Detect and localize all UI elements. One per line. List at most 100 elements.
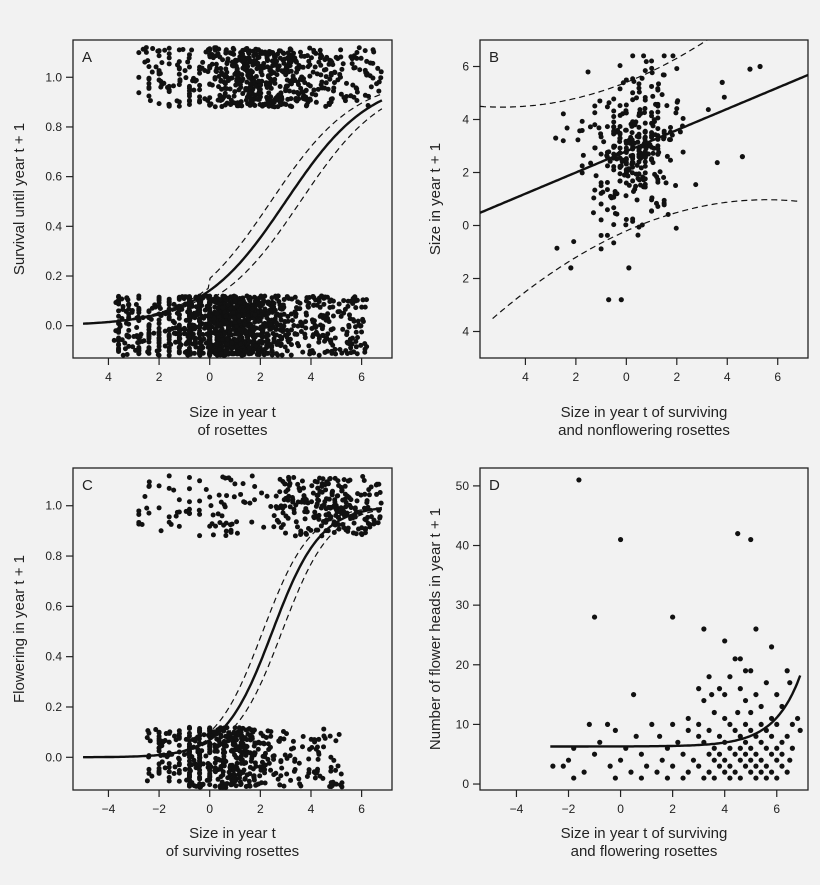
data-point <box>763 763 769 769</box>
data-point <box>197 323 203 329</box>
data-point <box>376 79 382 85</box>
data-point <box>293 59 299 65</box>
data-point <box>748 668 754 674</box>
plot-frame <box>479 467 809 791</box>
data-point <box>207 748 213 754</box>
data-point <box>674 106 680 112</box>
data-point <box>598 217 604 223</box>
data-point <box>784 733 790 739</box>
data-point <box>604 207 610 213</box>
data-point <box>655 115 661 121</box>
fitted-curve <box>550 675 802 748</box>
data-point <box>186 309 192 315</box>
plot-frame <box>479 39 809 359</box>
data-point <box>203 753 209 759</box>
data-point <box>232 298 238 304</box>
data-point <box>229 521 235 527</box>
data-point <box>240 741 246 747</box>
data-point <box>362 48 368 54</box>
data-point <box>136 90 142 96</box>
data-point <box>316 497 322 503</box>
data-point <box>287 481 293 487</box>
data-point <box>210 330 216 336</box>
data-point <box>218 321 224 327</box>
data-point <box>310 490 316 496</box>
data-point <box>176 762 182 768</box>
data-point <box>133 301 139 307</box>
data-point <box>247 500 253 506</box>
data-point <box>344 493 350 499</box>
data-point <box>722 638 728 644</box>
data-point <box>298 531 304 537</box>
data-point <box>192 340 198 346</box>
data-point <box>266 747 272 753</box>
x-tick-label: −4 <box>510 802 524 816</box>
fitted-curve <box>83 99 383 325</box>
data-point <box>307 45 313 51</box>
data-point <box>350 301 356 307</box>
data-point <box>275 338 281 344</box>
data-point <box>593 173 599 179</box>
data-point <box>670 721 676 728</box>
data-point <box>327 305 333 311</box>
data-point <box>223 349 229 355</box>
data-point <box>768 751 775 757</box>
data-point <box>249 306 255 312</box>
data-point <box>186 741 192 747</box>
data-point <box>176 350 182 356</box>
data-point <box>349 335 355 341</box>
data-point <box>228 527 234 533</box>
data-point <box>247 90 253 96</box>
data-point <box>116 347 122 353</box>
data-point <box>262 102 268 108</box>
data-point <box>269 352 275 358</box>
data-point <box>598 201 604 207</box>
data-point <box>337 309 343 315</box>
data-point <box>797 727 803 733</box>
data-point <box>290 499 296 505</box>
data-point <box>287 103 293 109</box>
data-point <box>680 115 686 121</box>
data-point <box>136 74 142 80</box>
data-point <box>229 344 235 350</box>
data-point <box>251 777 257 783</box>
data-point <box>592 103 598 109</box>
data-point <box>329 59 335 65</box>
data-point <box>304 102 310 108</box>
data-point <box>349 61 355 67</box>
data-point <box>763 775 769 781</box>
data-point <box>304 53 310 59</box>
data-point <box>758 703 764 710</box>
data-point <box>748 769 754 775</box>
data-point <box>298 329 304 335</box>
data-point <box>633 171 639 177</box>
data-point <box>294 90 300 96</box>
data-point <box>241 499 247 505</box>
data-point <box>753 751 759 757</box>
data-point <box>231 777 237 783</box>
data-point <box>263 734 269 740</box>
data-point <box>649 134 655 140</box>
data-point <box>291 323 297 329</box>
data-point <box>303 319 309 325</box>
data-point <box>349 56 355 62</box>
data-point <box>737 656 743 662</box>
y-tick-label: 0.2 <box>45 269 62 283</box>
data-point <box>617 103 623 109</box>
data-point <box>629 130 635 136</box>
data-point <box>166 336 172 342</box>
data-point <box>693 182 699 188</box>
data-point <box>265 310 271 316</box>
data-point <box>355 318 361 324</box>
data-point <box>327 298 333 304</box>
data-point <box>642 135 648 141</box>
data-point <box>344 329 350 335</box>
data-point <box>299 478 305 484</box>
data-point <box>136 344 142 350</box>
data-point <box>156 68 162 74</box>
data-point <box>116 308 122 314</box>
data-point <box>225 302 231 308</box>
data-point <box>316 352 322 358</box>
data-point <box>649 110 655 116</box>
data-point <box>285 50 291 56</box>
